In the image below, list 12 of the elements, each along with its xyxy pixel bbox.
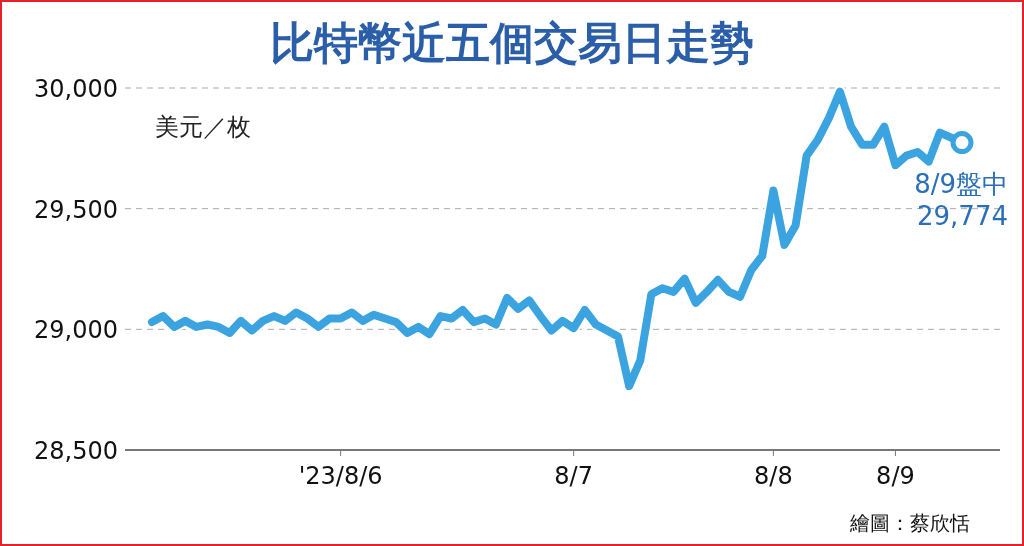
y-axis-title: 美元／枚: [155, 113, 251, 141]
x-tick-label: 8/7: [554, 462, 593, 490]
y-tick-label: 29,500: [34, 195, 118, 224]
y-tick-label: 30,000: [34, 75, 118, 103]
x-tick-label: 8/9: [876, 462, 915, 490]
x-tick-label: 8/8: [754, 462, 793, 490]
y-tick-label: 28,500: [34, 437, 118, 465]
y-tick-label: 29,000: [34, 316, 118, 345]
x-tick-label: '23/8/6: [298, 462, 383, 490]
annotation: 8/9盤中 29,774: [914, 168, 1008, 231]
chart-title: 比特幣近五個交易日走勢: [270, 17, 754, 68]
text: 繪圖：蔡欣恬: [849, 511, 970, 535]
